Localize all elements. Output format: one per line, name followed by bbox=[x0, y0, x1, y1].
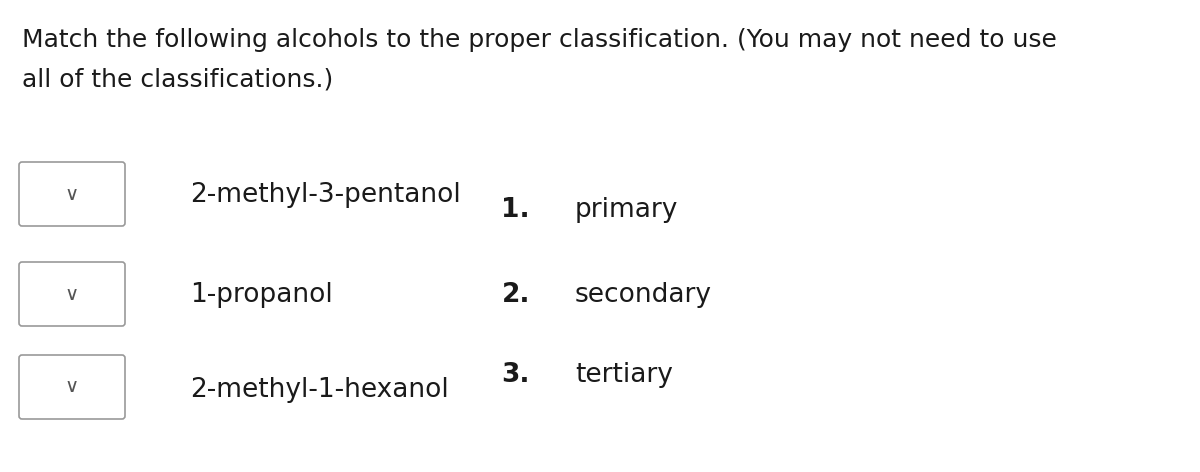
Text: ∨: ∨ bbox=[65, 285, 79, 303]
Text: 1.: 1. bbox=[502, 197, 530, 223]
Text: 2-methyl-1-hexanol: 2-methyl-1-hexanol bbox=[190, 377, 449, 403]
Text: ∨: ∨ bbox=[65, 378, 79, 396]
Text: secondary: secondary bbox=[575, 282, 712, 308]
Text: ∨: ∨ bbox=[65, 185, 79, 203]
Text: 2-methyl-3-pentanol: 2-methyl-3-pentanol bbox=[190, 182, 461, 208]
Text: Match the following alcohols to the proper classification. (You may not need to : Match the following alcohols to the prop… bbox=[22, 28, 1057, 52]
FancyBboxPatch shape bbox=[19, 262, 125, 326]
FancyBboxPatch shape bbox=[19, 162, 125, 226]
Text: 3.: 3. bbox=[502, 362, 530, 388]
Text: 1-propanol: 1-propanol bbox=[190, 282, 332, 308]
Text: 2.: 2. bbox=[502, 282, 530, 308]
FancyBboxPatch shape bbox=[19, 355, 125, 419]
Text: all of the classifications.): all of the classifications.) bbox=[22, 68, 334, 92]
Text: tertiary: tertiary bbox=[575, 362, 673, 388]
Text: primary: primary bbox=[575, 197, 678, 223]
